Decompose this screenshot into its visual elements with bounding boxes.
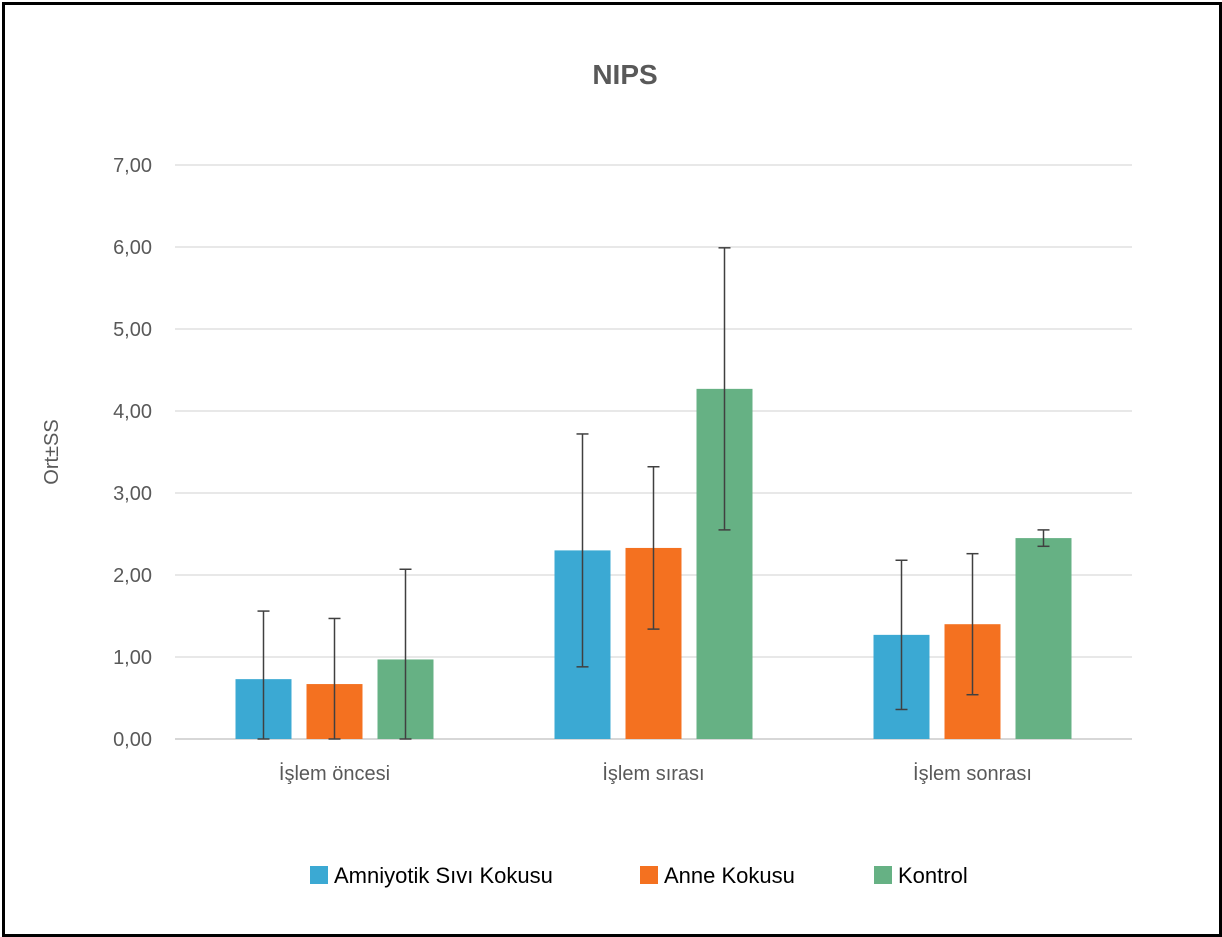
y-axis-label: Ort±SS <box>41 419 63 484</box>
legend-swatch <box>874 866 892 884</box>
legend-item: Amniyotik Sıvı Kokusu <box>310 863 553 888</box>
chart-title: NIPS <box>592 59 657 90</box>
legend-item: Anne Kokusu <box>640 863 795 888</box>
legend-label: Anne Kokusu <box>664 863 795 888</box>
legend: Amniyotik Sıvı Kokusu Anne Kokusu Kontrol <box>310 863 968 888</box>
x-tick-label: İşlem sırası <box>602 762 704 785</box>
y-tick-label: 2,00 <box>113 565 152 587</box>
x-tick-labels: İşlem öncesi İşlem sırası İşlem sonrası <box>279 762 1032 785</box>
legend-item: Kontrol <box>874 863 968 888</box>
y-tick-label: 4,00 <box>113 401 152 423</box>
y-tick-label: 7,00 <box>113 155 152 177</box>
legend-label: Amniyotik Sıvı Kokusu <box>334 863 553 888</box>
y-tick-labels: 0,00 1,00 2,00 3,00 4,00 5,00 6,00 7,00 <box>113 155 152 751</box>
y-tick-label: 5,00 <box>113 319 152 341</box>
y-tick-label: 3,00 <box>113 483 152 505</box>
legend-swatch <box>640 866 658 884</box>
x-tick-label: İşlem sonrası <box>913 762 1032 785</box>
bar <box>1015 538 1072 739</box>
y-tick-label: 6,00 <box>113 237 152 259</box>
y-tick-label: 1,00 <box>113 647 152 669</box>
error-bars <box>257 247 1050 740</box>
x-tick-label: İşlem öncesi <box>279 762 390 785</box>
y-tick-label: 0,00 <box>113 729 152 751</box>
legend-swatch <box>310 866 328 884</box>
legend-label: Kontrol <box>898 863 968 888</box>
